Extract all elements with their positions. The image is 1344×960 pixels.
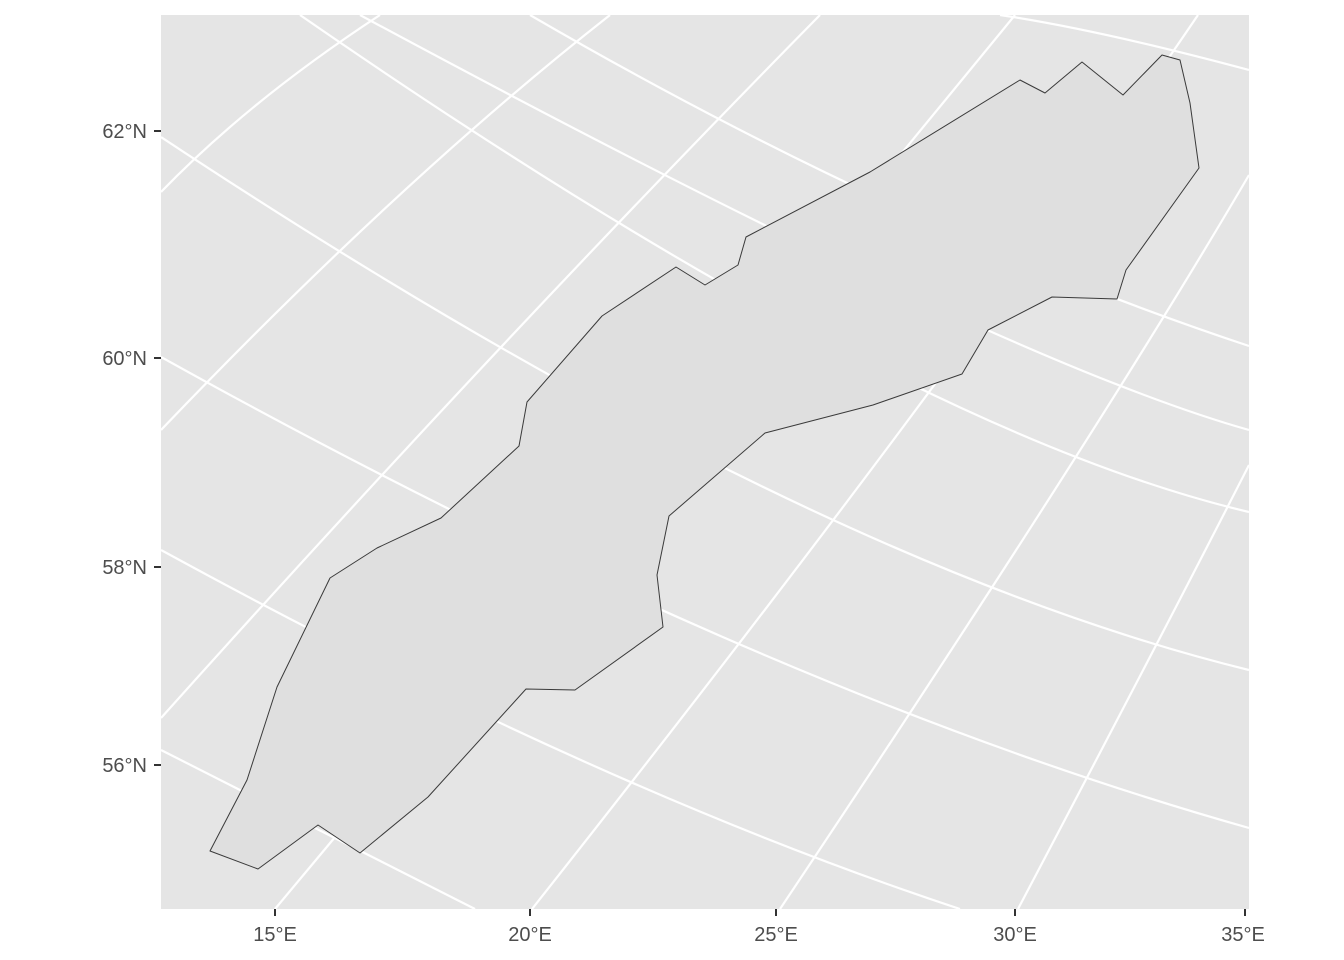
meridian-line [1017,464,1249,909]
parallel-line [161,136,1249,672]
graticule [161,15,1249,909]
y-tick-label: 62°N [102,121,147,143]
y-tick-label: 58°N [102,557,147,579]
y-tick-label: 60°N [102,348,147,370]
meridian-line [161,15,611,431]
x-tick-label: 20°E [508,924,552,946]
meridian-line [779,174,1249,909]
region-polygon [209,54,1200,870]
y-axis: 62°N 60°N 58°N 56°N [102,121,161,777]
parallel-line [999,15,1249,72]
x-axis: 15°E 20°E 25°E 30°E 35°E [253,909,1265,946]
meridian-line [161,15,821,719]
parallel-line [161,356,1249,830]
meridian-line [161,15,381,193]
x-tick-label: 30°E [993,924,1037,946]
parallel-line [161,549,961,909]
y-tick-label: 56°N [102,755,147,777]
x-tick-label: 25°E [754,924,798,946]
x-tick-label: 35°E [1221,924,1265,946]
x-tick-label: 15°E [253,924,297,946]
